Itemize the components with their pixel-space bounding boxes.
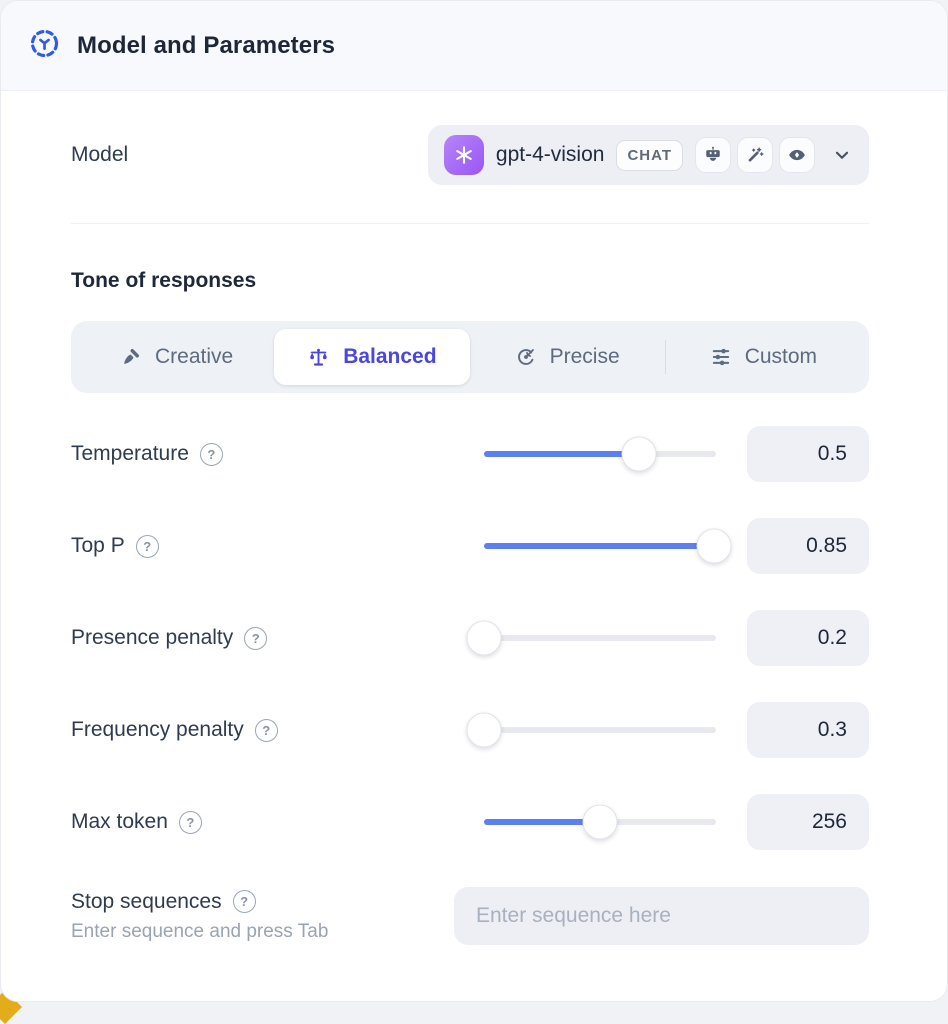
help-glyph: ? [186, 814, 195, 830]
help-icon[interactable]: ? [178, 810, 202, 834]
frequency-penalty-value[interactable]: 0.3 [747, 702, 869, 758]
model-hub-icon [29, 28, 60, 64]
temperature-slider[interactable] [484, 436, 716, 472]
help-glyph: ? [240, 894, 249, 909]
slider-handle[interactable] [582, 804, 618, 840]
presence-penalty-row: Presence penalty ? 0.2 [71, 610, 869, 666]
robot-icon [695, 137, 731, 173]
tone-option-label: Custom [744, 345, 818, 368]
help-icon[interactable]: ? [244, 626, 268, 650]
max-token-value[interactable]: 256 [747, 794, 869, 850]
max-token-label: Max token [71, 810, 168, 833]
temperature-value[interactable]: 0.5 [747, 426, 869, 482]
frequency-penalty-slider[interactable] [466, 712, 716, 748]
slider-fill [484, 543, 714, 549]
tone-option-creative[interactable]: Creative [79, 329, 274, 385]
brush-icon [120, 346, 142, 368]
stop-sequence-input[interactable] [454, 887, 869, 945]
help-icon[interactable]: ? [254, 718, 278, 742]
presence-penalty-value[interactable]: 0.2 [747, 610, 869, 666]
presence-penalty-slider[interactable] [466, 620, 716, 656]
max-token-slider[interactable] [484, 804, 716, 840]
tone-heading: Tone of responses [71, 269, 257, 292]
capability-icons [695, 137, 815, 173]
frequency-penalty-label: Frequency penalty [71, 718, 244, 741]
top-p-label: Top P [71, 534, 125, 557]
slider-handle[interactable] [466, 620, 502, 656]
stop-sequences-label: Stop sequences [71, 889, 222, 913]
model-parameters-panel: Model and Parameters Model gpt [0, 0, 948, 1002]
stop-sequences-row: Stop sequences ? Enter sequence and pres… [71, 887, 869, 945]
help-glyph: ? [143, 538, 152, 554]
balance-scale-icon [307, 346, 330, 369]
model-row: Model gpt-4-vision CHAT [71, 125, 869, 185]
segment-divider [664, 340, 666, 374]
tone-segmented-control: Creative Balanced [71, 321, 869, 393]
eye-icon [779, 137, 815, 173]
slider-handle[interactable] [621, 436, 657, 472]
slider-handle[interactable] [466, 712, 502, 748]
presence-penalty-label: Presence penalty [71, 626, 234, 649]
top-p-slider[interactable] [484, 528, 732, 564]
help-glyph: ? [207, 446, 216, 462]
help-icon[interactable]: ? [135, 534, 159, 558]
panel-header: Model and Parameters [1, 1, 947, 91]
chevron-down-icon [831, 144, 853, 166]
sliders-icon [710, 346, 732, 368]
openai-logo-icon [443, 135, 484, 175]
help-icon[interactable]: ? [199, 442, 223, 466]
slider-fill [484, 451, 640, 457]
max-token-row: Max token ? 256 [71, 794, 869, 850]
temperature-label: Temperature [71, 442, 189, 465]
tone-option-label: Creative [155, 345, 234, 368]
tone-option-label: Balanced [343, 345, 437, 368]
stop-sequences-hint: Enter sequence and press Tab [71, 920, 329, 942]
slider-handle[interactable] [696, 528, 732, 564]
tone-option-label: Precise [549, 345, 620, 368]
help-icon[interactable]: ? [232, 890, 256, 913]
target-icon [515, 346, 537, 368]
section-divider [71, 223, 869, 224]
top-p-value[interactable]: 0.85 [747, 518, 869, 574]
panel-title: Model and Parameters [77, 31, 336, 59]
magic-wand-icon [737, 137, 773, 173]
help-glyph: ? [251, 630, 260, 646]
model-label: Model [71, 143, 129, 166]
tone-option-balanced[interactable]: Balanced [274, 329, 470, 385]
top-p-row: Top P ? 0.85 [71, 518, 869, 574]
model-dropdown[interactable]: gpt-4-vision CHAT [427, 125, 869, 185]
model-type-badge: CHAT [616, 139, 683, 171]
help-glyph: ? [262, 722, 271, 738]
temperature-row: Temperature ? 0.5 [71, 426, 869, 482]
tone-option-custom[interactable]: Custom [666, 329, 861, 385]
slider-fill [484, 819, 600, 825]
selected-model-name: gpt-4-vision [495, 143, 605, 166]
frequency-penalty-row: Frequency penalty ? 0.3 [71, 702, 869, 758]
tone-option-precise[interactable]: Precise [470, 329, 665, 385]
